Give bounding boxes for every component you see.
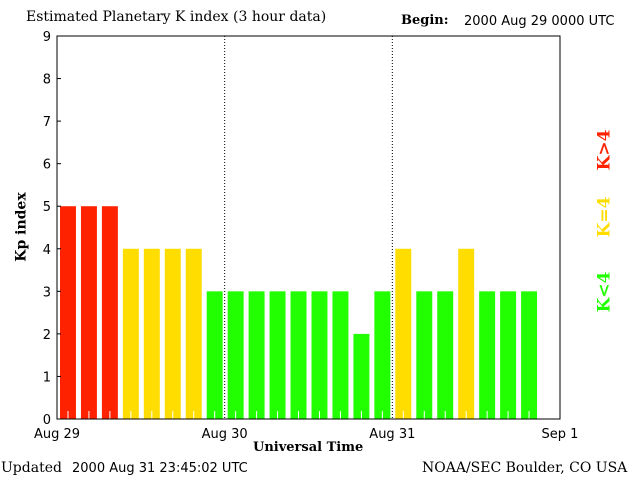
bar [122,248,139,419]
begin-label: Begin: [401,13,449,28]
bar [500,291,517,419]
bar [521,291,538,419]
x-axis-label: Universal Time [253,440,364,455]
y-tick-label: 7 [43,115,51,130]
x-tick-label: Sep 1 [542,427,579,442]
legend-k-equal-4: K=4 [594,196,615,238]
y-tick-label: 4 [43,243,51,258]
bar [458,248,475,419]
bar [206,291,223,419]
y-axis-label: Kp index [13,192,30,262]
chart-title: Estimated Planetary K index (3 hour data… [26,9,327,25]
y-tick-label: 9 [43,30,51,45]
bar [269,291,286,419]
bar [374,291,391,419]
y-tick-label: 2 [43,328,51,343]
x-tick-label: Aug 29 [34,427,80,442]
bar [353,333,370,419]
x-tick-label: Aug 30 [202,427,248,442]
bar [311,291,328,419]
bar [185,248,202,419]
y-tick-label: 6 [43,158,51,173]
updated-label: Updated [1,460,62,476]
legend-k-greater-4: K>4 [594,129,615,171]
bar [479,291,496,419]
y-tick-label: 5 [43,200,51,215]
x-tick-label: Aug 31 [369,427,415,442]
bar [437,291,454,419]
bar [395,248,412,419]
bar [290,291,307,419]
legend-k-less-4: K<4 [594,271,615,313]
bar [80,206,97,419]
y-tick-label: 3 [43,285,51,300]
begin-value: 2000 Aug 29 0000 UTC [464,14,615,29]
bar [143,248,160,419]
bar [101,206,118,419]
bar [227,291,244,419]
y-tick-label: 8 [43,73,51,88]
y-tick-label: 0 [43,413,51,428]
updated-value: 2000 Aug 31 23:45:02 UTC [72,461,248,476]
bar [60,206,76,419]
bar [332,291,349,419]
plot-frame [56,35,561,420]
source-credit: NOAA/SEC Boulder, CO USA [422,460,628,476]
bar [248,291,265,419]
y-tick-label: 1 [43,370,51,385]
bar [164,248,181,419]
bar [416,291,433,419]
